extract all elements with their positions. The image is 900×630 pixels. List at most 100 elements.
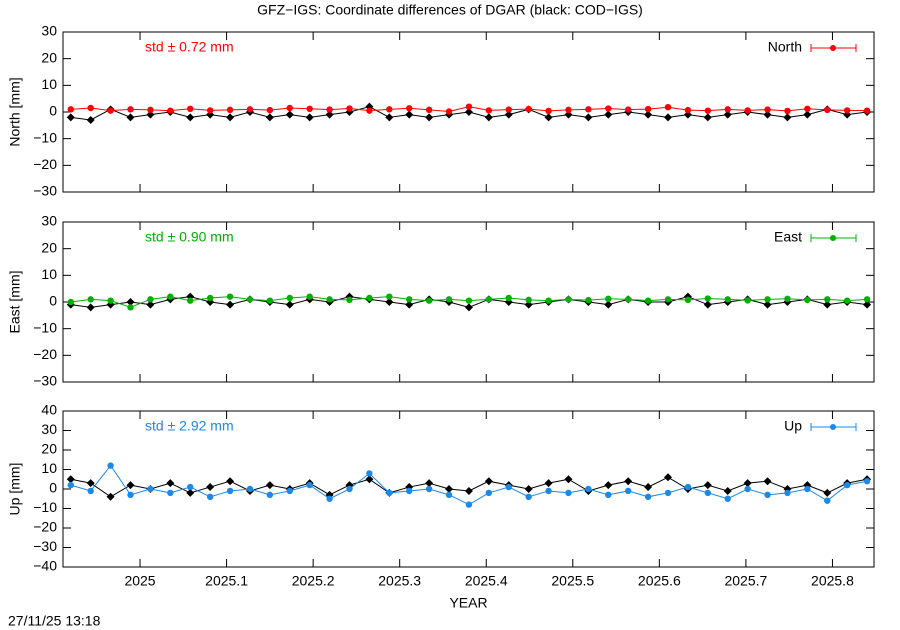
data-point bbox=[585, 106, 592, 113]
y-tick-label: 10 bbox=[41, 460, 57, 476]
data-point bbox=[664, 473, 673, 482]
data-point bbox=[425, 479, 434, 488]
data-point bbox=[127, 491, 134, 499]
data-point bbox=[484, 113, 493, 122]
data-point bbox=[504, 110, 513, 119]
data-point bbox=[246, 296, 254, 303]
data-point bbox=[743, 479, 752, 488]
y-tick-label: 0 bbox=[49, 293, 57, 309]
data-point bbox=[804, 105, 811, 113]
data-point bbox=[744, 297, 751, 304]
data-point bbox=[764, 491, 771, 499]
data-point bbox=[624, 477, 633, 486]
data-point bbox=[246, 485, 254, 493]
data-point bbox=[107, 297, 114, 304]
x-tick-label: 2025.6 bbox=[638, 573, 681, 589]
data-point bbox=[524, 485, 533, 493]
data-point bbox=[87, 487, 94, 495]
y-tick-label: −20 bbox=[33, 156, 57, 172]
data-point bbox=[863, 300, 872, 309]
data-point bbox=[804, 296, 811, 304]
x-tick-label: 2025.4 bbox=[465, 573, 508, 589]
data-point bbox=[823, 300, 832, 309]
data-point bbox=[505, 106, 512, 113]
y-tick-label: −20 bbox=[33, 519, 57, 535]
data-point bbox=[266, 297, 274, 304]
data-point bbox=[425, 106, 433, 114]
data-point bbox=[683, 110, 692, 119]
data-point bbox=[87, 296, 94, 303]
y-tick-label: 0 bbox=[49, 103, 57, 119]
data-point bbox=[226, 477, 235, 486]
data-point bbox=[365, 475, 374, 484]
x-tick-label: 2025 bbox=[124, 573, 155, 589]
data-point bbox=[684, 106, 692, 114]
data-point bbox=[723, 486, 732, 495]
data-point bbox=[584, 113, 593, 122]
data-point bbox=[464, 108, 473, 116]
y-tick-label: −20 bbox=[33, 346, 57, 362]
data-point bbox=[763, 300, 772, 309]
data-point bbox=[863, 296, 871, 303]
data-point bbox=[644, 105, 652, 113]
data-point bbox=[565, 489, 572, 497]
data-point bbox=[644, 110, 653, 119]
x-tick-label: 2025.7 bbox=[724, 573, 767, 589]
data-point bbox=[67, 481, 74, 489]
data-point bbox=[346, 485, 353, 493]
data-point bbox=[764, 296, 771, 303]
data-point bbox=[544, 479, 553, 488]
data-point bbox=[445, 485, 454, 493]
data-point bbox=[86, 479, 95, 488]
data-point bbox=[565, 296, 572, 303]
data-point bbox=[565, 106, 572, 114]
data-point bbox=[524, 300, 533, 309]
data-point bbox=[326, 106, 333, 113]
data-point bbox=[305, 113, 314, 122]
data-point bbox=[366, 107, 373, 114]
x-tick-label: 2025.1 bbox=[205, 573, 248, 589]
data-point bbox=[425, 297, 433, 304]
data-point bbox=[147, 296, 154, 303]
data-point bbox=[146, 300, 155, 309]
data-point bbox=[425, 113, 434, 122]
data-point bbox=[406, 105, 413, 112]
data-point bbox=[386, 106, 393, 113]
data-point bbox=[624, 487, 632, 495]
data-point bbox=[545, 487, 552, 495]
data-point bbox=[764, 106, 771, 113]
y-tick-label: 40 bbox=[41, 402, 57, 418]
data-point bbox=[803, 110, 812, 119]
x-tick-label: 2025.2 bbox=[292, 573, 335, 589]
data-point bbox=[843, 297, 851, 304]
data-point bbox=[206, 107, 214, 114]
data-point bbox=[505, 483, 512, 491]
data-point bbox=[265, 481, 274, 490]
data-point bbox=[744, 485, 751, 493]
data-point bbox=[87, 104, 94, 112]
data-point bbox=[744, 107, 751, 114]
y-axis-label: East [mm] bbox=[7, 270, 23, 333]
data-point bbox=[465, 103, 473, 110]
data-point bbox=[246, 106, 254, 113]
y-axis-label: North [mm] bbox=[7, 77, 23, 146]
data-point bbox=[126, 481, 135, 490]
data-point bbox=[664, 296, 672, 303]
y-tick-label: 10 bbox=[41, 266, 57, 282]
y-tick-label: 30 bbox=[41, 213, 57, 229]
data-point bbox=[704, 489, 712, 497]
data-point bbox=[266, 491, 274, 499]
data-point bbox=[346, 105, 353, 112]
data-point bbox=[405, 110, 414, 119]
data-point bbox=[106, 492, 115, 501]
data-point bbox=[346, 296, 353, 304]
timestamp: 27/11/25 13:18 bbox=[8, 613, 101, 629]
data-point bbox=[465, 297, 473, 304]
data-point bbox=[107, 107, 114, 114]
data-point bbox=[525, 105, 532, 113]
data-point bbox=[544, 113, 553, 122]
y-tick-label: 10 bbox=[41, 76, 57, 92]
data-point bbox=[605, 295, 612, 302]
data-point bbox=[545, 107, 552, 115]
y-tick-label: 30 bbox=[41, 421, 57, 437]
